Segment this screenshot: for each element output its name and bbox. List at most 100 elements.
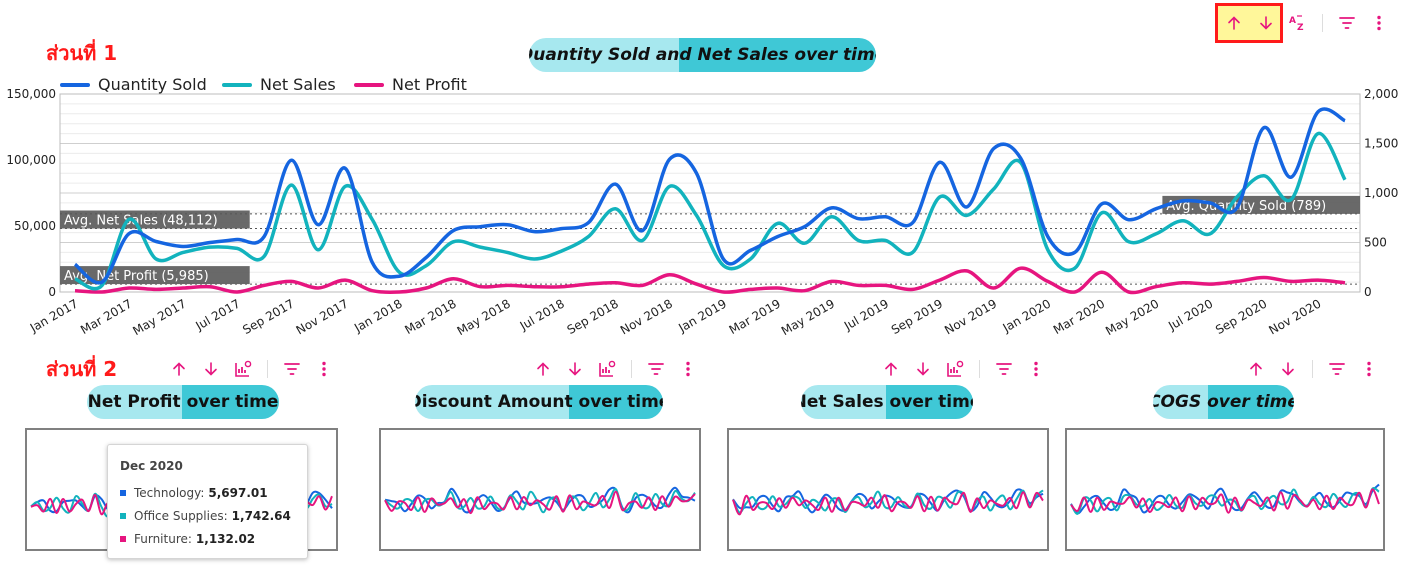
arrow-down-icon [1260,16,1272,30]
small-chart-discount-amount[interactable] [379,428,701,551]
drill-chart-button[interactable] [939,356,971,382]
small-chart-cogs[interactable] [1065,428,1385,551]
sort-ascending-button[interactable] [163,356,195,382]
x-tick-label: Jan 2020 [1000,296,1054,335]
series-quantity-sold[interactable] [73,107,1346,285]
small-chart-title-net-sales: Net Sales over time [801,385,973,419]
x-tick-label: Mar 2017 [78,296,134,337]
main-chart-title-part2: and Net Sales over time [649,45,876,65]
sparkline-series [732,489,1044,514]
main-chart[interactable]: 0 50,000 100,000 150,000 0 500 1,000 1,500 2,000… [0,0,1402,345]
filter-button[interactable] [988,356,1020,382]
small-chart-toolbar [875,356,1052,382]
drill-chart-button[interactable] [227,356,259,382]
x-tick-label: Nov 2019 [942,296,999,337]
legend-label: Quantity Sold [98,75,207,94]
legend-net-sales[interactable]: Net Sales [222,75,336,94]
small-chart-toolbar [527,356,704,382]
small-chart-net-sales[interactable] [727,428,1049,551]
arrow-down-icon [205,362,217,376]
filter-button[interactable] [1321,356,1353,382]
plot-frame [59,93,1361,293]
x-tick-label: May 2020 [1103,296,1161,338]
svg-text:Avg. Net Profit (5,985): Avg. Net Profit (5,985) [64,269,209,284]
sort-ascending-button[interactable] [875,356,907,382]
svg-text:Avg. Net Sales (48,112): Avg. Net Sales (48,112) [64,213,218,228]
small-chart-title-part2: over time [572,392,663,412]
legend-quantity-sold[interactable]: Quantity Sold [60,75,207,94]
section-2-label: ส่วนที่ 2 [46,357,118,381]
sort-descending-button[interactable] [195,356,227,382]
legend-net-profit[interactable]: Net Profit [354,75,467,94]
legend-swatch [222,82,252,87]
svg-text:Z: Z [1297,23,1304,32]
tooltip-label: Technology: [134,486,205,500]
y-right-tick-label: 1,000 [1364,186,1398,200]
tooltip-value: 1,742.64 [231,509,291,523]
x-tick-label: Nov 2018 [618,296,675,337]
more-options-button[interactable] [1020,356,1052,382]
x-tick-label: Nov 2017 [294,296,351,337]
x-tick-label: May 2019 [779,296,837,338]
y-left-tick-label: 100,000 [6,153,56,167]
sort-ascending-button[interactable] [527,356,559,382]
sparkline-series [732,491,1044,516]
toolbar-separator [631,360,632,378]
tooltip-swatch [120,490,126,496]
sort-descending-button[interactable] [1272,356,1304,382]
series-net-profit[interactable] [74,266,1346,295]
legend-swatch [354,82,384,87]
small-chart-toolbar [1240,356,1385,382]
x-tick-label: May 2018 [455,296,513,338]
small-chart-title-part2: over time [883,392,973,412]
more-options-button[interactable] [308,356,340,382]
y-right-tick-label: 500 [1364,236,1387,250]
small-chart-title-part1: Net Sales [801,392,884,412]
sort-descending-button[interactable] [1250,10,1282,36]
y-right-tick-label: 1,500 [1364,137,1398,151]
x-tick-label: Jul 2019 [841,296,891,333]
drill-chart-icon [235,360,252,377]
x-tick-label: Jan 2019 [675,296,729,335]
drill-chart-button[interactable] [591,356,623,382]
tooltip-swatch [120,513,126,519]
y-left-tick-label: 0 [48,285,56,299]
small-chart-title-net-profit: Net Profit over time [87,385,279,419]
toolbar-separator [1312,360,1313,378]
x-tick-label: Sep 2019 [889,296,945,337]
filter-icon [1339,17,1355,29]
annotation-highlight-box [1215,3,1283,43]
sort-ascending-button[interactable] [1240,356,1272,382]
small-chart-title-part1: Net Profit [87,392,181,412]
toolbar-separator [1322,14,1323,32]
small-chart-title-part1: COGS [1153,392,1202,412]
tooltip-row-technology: Technology: 5,697.01 [120,486,268,500]
reference-line-label: Avg. Net Sales (48,112) [60,210,250,229]
arrow-down-icon [1282,362,1294,376]
more-vert-icon [1367,361,1371,377]
arrow-up-icon [173,362,185,376]
reference-line-label: Avg. Net Profit (5,985) [60,266,250,285]
main-chart-title: Quantity Sold and Net Sales over time [529,38,876,72]
filter-button[interactable] [1331,10,1363,36]
more-options-button[interactable] [1353,356,1385,382]
filter-button[interactable] [640,356,672,382]
more-options-button[interactable] [672,356,704,382]
tooltip-label: Office Supplies: [134,509,228,523]
sort-descending-button[interactable] [559,356,591,382]
sort-descending-button[interactable] [907,356,939,382]
small-chart-title-part1: Discount Amount [415,392,573,412]
arrow-down-icon [917,362,929,376]
more-options-button[interactable] [1363,10,1395,36]
reference-line-label: Avg. Quantity Sold (789) [1162,195,1360,214]
x-tick-label: Jul 2017 [192,296,242,333]
filter-button[interactable] [276,356,308,382]
sort-ascending-button[interactable] [1218,10,1250,36]
series-net-sales[interactable] [74,131,1347,291]
sparkline-series [384,490,696,515]
small-chart-toolbar [163,356,340,382]
svg-text:A: A [1289,16,1296,26]
drill-chart-icon [599,360,616,377]
sort-az-icon: AZ [1289,15,1304,32]
